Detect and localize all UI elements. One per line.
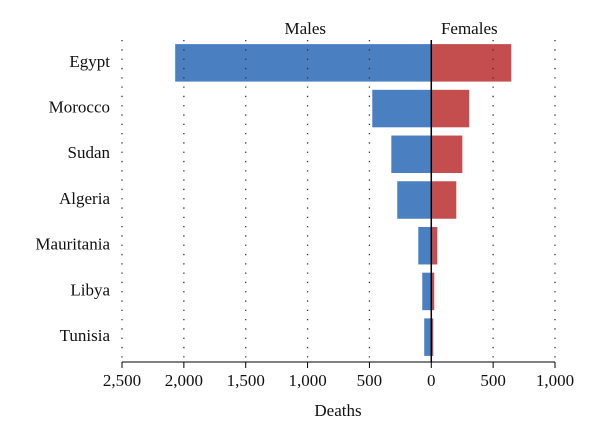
legend-label: Females xyxy=(441,19,498,38)
bar xyxy=(397,181,432,219)
y-tick-label: Morocco xyxy=(49,97,110,116)
x-tick-label: 2,000 xyxy=(165,371,203,390)
bar xyxy=(431,89,470,128)
x-tick-label: 1,000 xyxy=(536,371,574,390)
bar xyxy=(431,181,457,219)
bar xyxy=(431,318,434,356)
bar xyxy=(391,135,432,174)
y-tick-label: Mauritania xyxy=(35,235,110,254)
y-tick-label: Algeria xyxy=(59,189,110,208)
x-tick-label: 2,500 xyxy=(103,371,141,390)
bar xyxy=(418,226,432,265)
bar xyxy=(422,272,432,311)
bar xyxy=(424,318,432,356)
bar xyxy=(431,226,438,265)
bar xyxy=(431,44,512,82)
x-tick-label: 500 xyxy=(480,371,506,390)
x-tick-label: 500 xyxy=(357,371,383,390)
bar xyxy=(431,272,435,311)
legend-label: Males xyxy=(285,19,327,38)
bar xyxy=(431,135,463,174)
x-tick-label: 0 xyxy=(427,371,436,390)
bar xyxy=(372,89,432,128)
y-tick-label: Egypt xyxy=(69,52,110,71)
y-tick-label: Tunisia xyxy=(60,326,111,345)
x-tick-label: 1,500 xyxy=(227,371,265,390)
bar xyxy=(175,44,432,82)
x-axis-label: Deaths xyxy=(314,401,361,420)
y-tick-label: Sudan xyxy=(68,143,111,162)
y-tick-label: Libya xyxy=(70,280,110,299)
x-tick-label: 1,000 xyxy=(288,371,326,390)
